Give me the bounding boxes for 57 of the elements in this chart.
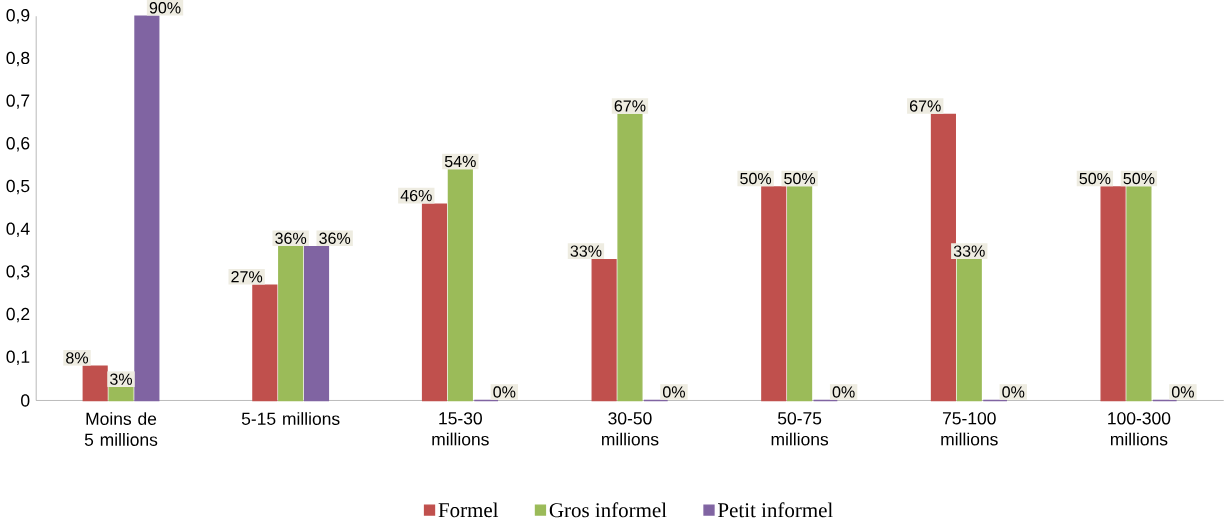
y-tick-label: 0,3 xyxy=(6,265,30,280)
x-tick-label: 100-300 millions xyxy=(1108,411,1171,446)
x-tick-label: 30-50 millions xyxy=(602,411,659,446)
bar xyxy=(1126,186,1152,402)
y-tick-label: 0,5 xyxy=(6,179,30,195)
data-label: 50% xyxy=(1123,172,1155,185)
x-tick-label: Moins de 5 millions xyxy=(84,411,158,446)
data-label: 8% xyxy=(66,351,89,364)
y-tick-label: 0,9 xyxy=(6,8,30,24)
data-label: 36% xyxy=(275,232,307,244)
data-label: 0% xyxy=(663,386,686,398)
bar xyxy=(134,15,160,402)
data-label: 0% xyxy=(1002,386,1025,398)
data-label: 27% xyxy=(231,270,263,283)
legend-label: Gros informel xyxy=(549,502,667,518)
bar xyxy=(591,258,617,402)
y-tick-label: 0,1 xyxy=(6,350,30,365)
data-label: 46% xyxy=(400,189,432,202)
legend-label: Petit informel xyxy=(718,502,833,518)
data-label: 33% xyxy=(953,245,985,257)
bar xyxy=(252,284,278,402)
bar xyxy=(1100,186,1126,402)
data-label: 0% xyxy=(493,386,516,398)
data-label: 50% xyxy=(784,172,816,185)
data-label: 67% xyxy=(614,100,646,112)
data-label: 33% xyxy=(570,245,602,257)
data-label: 3% xyxy=(110,373,133,385)
bar xyxy=(930,113,956,402)
legend-label: Formel xyxy=(438,502,499,518)
bar xyxy=(303,245,330,402)
data-label: 50% xyxy=(1079,172,1111,185)
y-tick-label: 0,6 xyxy=(6,136,30,152)
bar xyxy=(108,386,134,402)
data-label: 90% xyxy=(149,1,181,14)
x-tick-label: 15-30 millions xyxy=(432,411,489,446)
bar xyxy=(421,203,448,402)
bar xyxy=(956,258,982,402)
data-label: 0% xyxy=(1171,386,1194,398)
y-tick-label: 0,7 xyxy=(6,94,30,109)
x-tick-label: 75-100 millions xyxy=(941,411,998,446)
bar xyxy=(447,169,473,402)
x-tick-label: 5-15 millions xyxy=(241,411,340,425)
y-tick-label: 0,4 xyxy=(6,222,30,237)
data-label: 50% xyxy=(740,172,772,185)
x-tick-label: 50-75 millions xyxy=(771,411,829,446)
bar xyxy=(278,245,304,402)
y-tick-label: 0,2 xyxy=(6,307,30,323)
data-label: 36% xyxy=(319,232,351,244)
bar xyxy=(82,365,108,402)
data-label: 67% xyxy=(909,100,941,112)
data-label: 54% xyxy=(444,155,476,167)
data-label: 0% xyxy=(832,386,855,398)
y-tick-label: 0,8 xyxy=(6,51,30,67)
bar xyxy=(787,186,813,402)
bar xyxy=(761,186,787,402)
bar xyxy=(617,113,643,402)
y-tick-label: 0 xyxy=(21,394,30,407)
